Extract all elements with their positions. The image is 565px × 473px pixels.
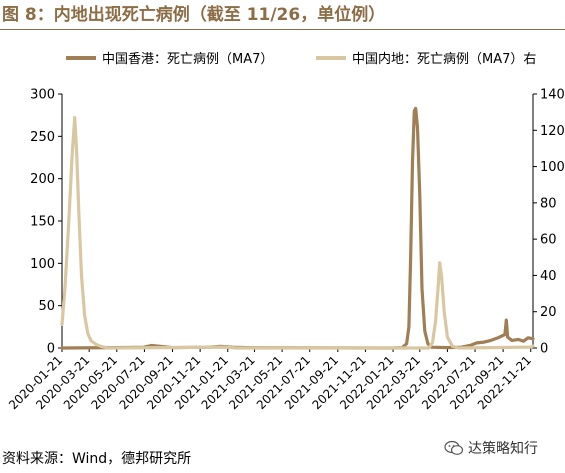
title-divider xyxy=(0,29,565,30)
series-lines xyxy=(60,106,535,350)
legend-label-2: 中国内地：死亡病例（MA7）右 xyxy=(352,51,536,67)
series-line-2 xyxy=(60,116,535,350)
wechat-icon xyxy=(444,440,464,455)
y-right-tick-label: 80 xyxy=(540,196,557,211)
y-right-tick-label: 120 xyxy=(540,124,565,139)
axes: 0501001502002503000204060801001201402020… xyxy=(6,88,565,413)
y-left-tick-label: 0 xyxy=(47,342,55,357)
y-right-tick-label: 60 xyxy=(540,233,557,248)
y-right-tick-label: 100 xyxy=(540,160,565,175)
y-left-tick-label: 150 xyxy=(30,215,55,230)
legend-label-1: 中国香港：死亡病例（MA7） xyxy=(102,52,273,67)
y-right-tick-label: 0 xyxy=(540,342,548,357)
legend: 中国香港：死亡病例（MA7） 中国内地：死亡病例（MA7）右 xyxy=(66,51,536,67)
y-left-tick-label: 200 xyxy=(30,172,55,187)
y-left-tick-label: 300 xyxy=(30,88,55,103)
y-left-tick-label: 250 xyxy=(30,130,55,145)
y-right-tick-label: 20 xyxy=(540,305,557,320)
y-left-tick-label: 100 xyxy=(30,257,55,272)
source-note: 资料来源：Wind，德邦研究所 xyxy=(2,451,192,467)
watermark-text: 达策略知行 xyxy=(468,441,538,457)
series-line-1 xyxy=(60,106,535,350)
y-right-tick-label: 140 xyxy=(540,88,565,103)
chart-title: 图 8：内地出现死亡病例（截至 11/26，单位例） xyxy=(2,5,386,25)
y-left-tick-label: 50 xyxy=(38,299,55,314)
chart: 0501001502002503000204060801001201402020… xyxy=(6,51,565,413)
y-right-tick-label: 40 xyxy=(540,269,557,284)
watermark: 达策略知行 xyxy=(444,438,538,458)
